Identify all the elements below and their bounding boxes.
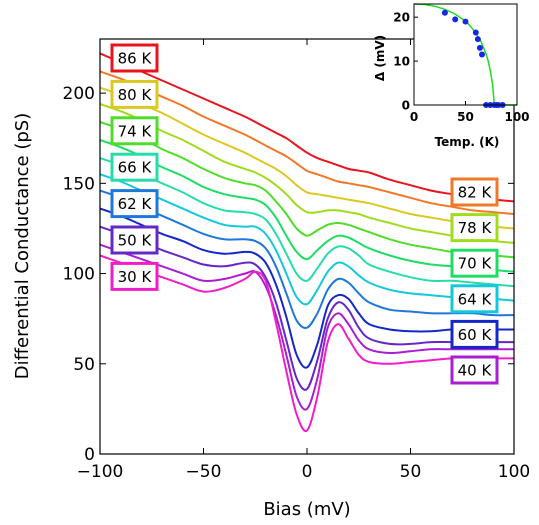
series-line-60k bbox=[99, 207, 514, 369]
inset-data-point bbox=[462, 18, 469, 25]
temp-label-box bbox=[110, 116, 159, 146]
y-tick-label: 200 bbox=[63, 84, 95, 104]
temp-label-box bbox=[450, 319, 499, 349]
temp-label-box bbox=[450, 284, 499, 314]
temp-label-box bbox=[110, 261, 159, 291]
temp-label-text: 30 K bbox=[118, 268, 153, 286]
x-tick-label: 100 bbox=[498, 462, 530, 482]
inset-data-point bbox=[441, 9, 448, 16]
temp-label-text: 80 K bbox=[118, 86, 153, 104]
temp-label-text: 74 K bbox=[118, 122, 153, 140]
y-tick-label: 100 bbox=[63, 265, 95, 285]
inset-plot: 0 50 100 0 10 20 Temp. (K) Δ (mV) bbox=[373, 3, 530, 149]
main-series-lines bbox=[99, 52, 515, 433]
inset-data-point bbox=[478, 51, 485, 58]
temp-label-text: 86 K bbox=[118, 50, 153, 68]
temp-label-box bbox=[110, 152, 159, 182]
series-line-30k bbox=[99, 254, 514, 433]
y-axis-title: Differential Conductance (pS) bbox=[12, 113, 33, 379]
inset-data-point bbox=[476, 44, 483, 51]
inset-data-point bbox=[474, 36, 481, 43]
series-line-78k bbox=[99, 103, 515, 244]
inset-x-tick-label: 0 bbox=[410, 110, 418, 124]
inset-data-point bbox=[452, 16, 459, 23]
series-line-82k bbox=[99, 70, 515, 215]
series-line-64k bbox=[99, 173, 515, 306]
temp-label-box bbox=[110, 225, 159, 255]
temp-label-box bbox=[450, 248, 499, 278]
y-tick-label: 150 bbox=[63, 174, 95, 194]
temp-label-text: 70 K bbox=[458, 255, 493, 273]
temp-label-text: 64 K bbox=[458, 290, 493, 308]
inset-ticks: 0 50 100 0 10 20 bbox=[393, 11, 529, 124]
x-tick-label: −50 bbox=[186, 462, 222, 482]
temp-label-text: 66 K bbox=[118, 159, 153, 177]
x-tick-label: −100 bbox=[77, 462, 124, 482]
inset-y-axis-title: Δ (mV) bbox=[373, 35, 387, 81]
series-line-40k bbox=[99, 243, 514, 411]
inset-y-tick-label: 10 bbox=[393, 55, 410, 69]
temp-label-box bbox=[110, 43, 159, 73]
series-line-70k bbox=[99, 139, 515, 273]
series-line-50k bbox=[99, 225, 514, 391]
temp-label-text: 62 K bbox=[118, 195, 153, 213]
inset-y-tick-label: 0 bbox=[402, 99, 410, 113]
temp-label-text: 40 K bbox=[458, 362, 493, 380]
inset-x-tick-label: 100 bbox=[504, 110, 529, 124]
temp-label-box bbox=[450, 177, 499, 207]
inset-data-point bbox=[472, 29, 479, 36]
series-line-66k bbox=[99, 157, 515, 288]
temp-label-box bbox=[110, 79, 159, 109]
x-axis-title: Bias (mV) bbox=[263, 499, 350, 520]
x-tick-label: 0 bbox=[302, 462, 313, 482]
x-tick-label: 50 bbox=[400, 462, 422, 482]
temperature-labels: 86 K 80 K 74 K 66 K 62 K 50 K 30 K 82 K 78 K 70 K… bbox=[110, 43, 499, 385]
inset-x-tick-label: 50 bbox=[457, 110, 474, 124]
temp-label-box bbox=[450, 355, 499, 385]
y-tick-label: 0 bbox=[84, 445, 95, 465]
inset-x-axis-title: Temp. (K) bbox=[435, 135, 500, 149]
series-line-80k bbox=[99, 86, 515, 230]
temp-label-text: 50 K bbox=[118, 232, 153, 250]
series-line-62k bbox=[99, 189, 515, 329]
series-line-86k bbox=[99, 52, 515, 203]
temp-label-text: 60 K bbox=[458, 326, 493, 344]
temp-label-box bbox=[450, 213, 499, 243]
temp-label-text: 82 K bbox=[458, 184, 493, 202]
series-line-74k bbox=[99, 121, 515, 259]
temp-label-text: 78 K bbox=[458, 219, 493, 237]
temp-label-box bbox=[110, 189, 159, 219]
inset-y-tick-label: 20 bbox=[393, 11, 410, 25]
y-tick-label: 50 bbox=[73, 355, 95, 375]
